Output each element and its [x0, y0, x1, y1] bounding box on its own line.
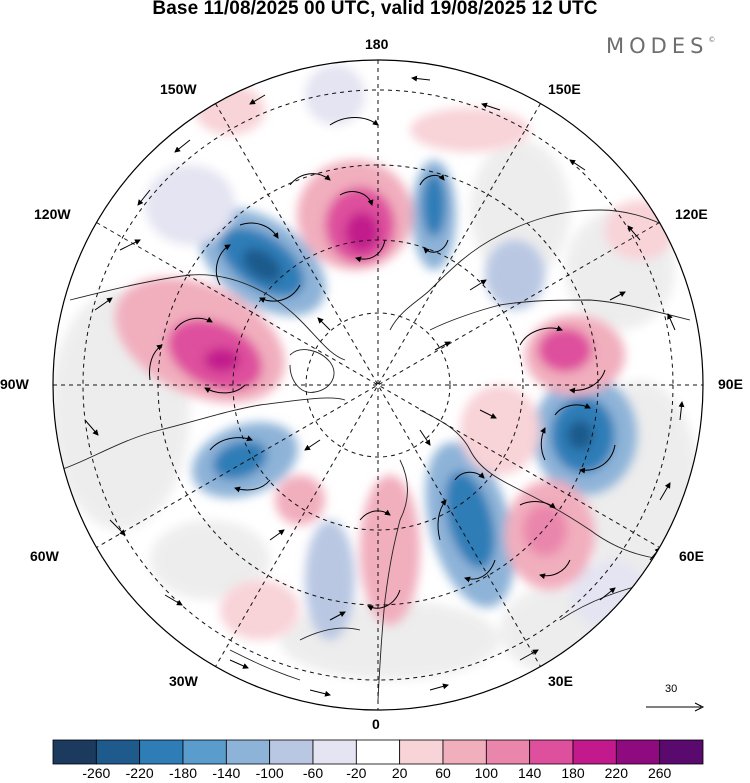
brand-name: MODES — [606, 34, 709, 58]
colorbar — [52, 739, 704, 765]
colorbar-swatch — [485, 739, 531, 765]
colorbar-swatch — [182, 739, 227, 765]
colorbar-tick-label: -20 — [346, 765, 367, 781]
anomaly-field — [53, 60, 703, 710]
reference-vector-label: 30 — [665, 683, 678, 695]
lon-label-120w: 120W — [34, 206, 71, 222]
colorbar-swatch — [95, 739, 141, 765]
lon-label-150w: 150W — [160, 81, 197, 97]
colorbar-tick-label: -100 — [255, 765, 284, 781]
lon-label-180: 180 — [365, 36, 389, 52]
colorbar-tick-label: -60 — [302, 765, 324, 781]
lon-label-30e: 30E — [548, 673, 573, 689]
colorbar-tick-label: 140 — [517, 765, 542, 781]
copyright-mark: © — [708, 36, 716, 44]
lon-label-150e: 150E — [548, 81, 581, 97]
reference-vector-arrow — [646, 702, 705, 712]
colorbar-tick-label: -140 — [212, 765, 241, 781]
colorbar-swatch — [355, 739, 401, 765]
colorbar-swatch — [442, 739, 487, 765]
colorbar-tick-label: 180 — [561, 765, 585, 781]
lon-label-30w: 30W — [169, 673, 198, 689]
colorbar-swatch — [615, 739, 661, 765]
colorbar-swatch — [269, 739, 314, 765]
colorbar-tick-label: 60 — [435, 765, 451, 781]
lon-label-90e: 90E — [718, 376, 743, 392]
colorbar-swatch — [312, 739, 357, 765]
chart-title: Base 11/08/2025 00 UTC, valid 19/08/2025… — [152, 0, 598, 19]
colorbar-tick-label: 100 — [474, 765, 499, 781]
colorbar-tick-label: -260 — [82, 765, 111, 781]
map-outline — [52, 59, 704, 711]
colorbar-swatch — [399, 739, 444, 765]
colorbar-tick-label: 20 — [391, 765, 408, 781]
colorbar-swatch — [52, 739, 97, 765]
colorbar-swatch — [225, 739, 271, 765]
colorbar-swatch — [659, 739, 704, 765]
lon-label-0: 0 — [372, 716, 380, 732]
colorbar-tick-label: -180 — [168, 765, 198, 781]
lon-label-60w: 60W — [30, 548, 59, 564]
lon-label-120e: 120E — [675, 206, 708, 222]
colorbar-swatch — [572, 739, 617, 765]
modes-logo: MODES© — [606, 34, 715, 58]
graticule — [53, 60, 703, 710]
colorbar-tick-label: 220 — [604, 765, 629, 781]
colorbar-tick-label: 260 — [647, 765, 672, 781]
lon-label-60e: 60E — [679, 548, 704, 564]
colorbar-tick-label: -220 — [125, 765, 154, 781]
colorbar-swatch — [529, 739, 574, 765]
colorbar-swatch — [139, 739, 184, 765]
lon-label-90w: 90W — [0, 376, 29, 392]
